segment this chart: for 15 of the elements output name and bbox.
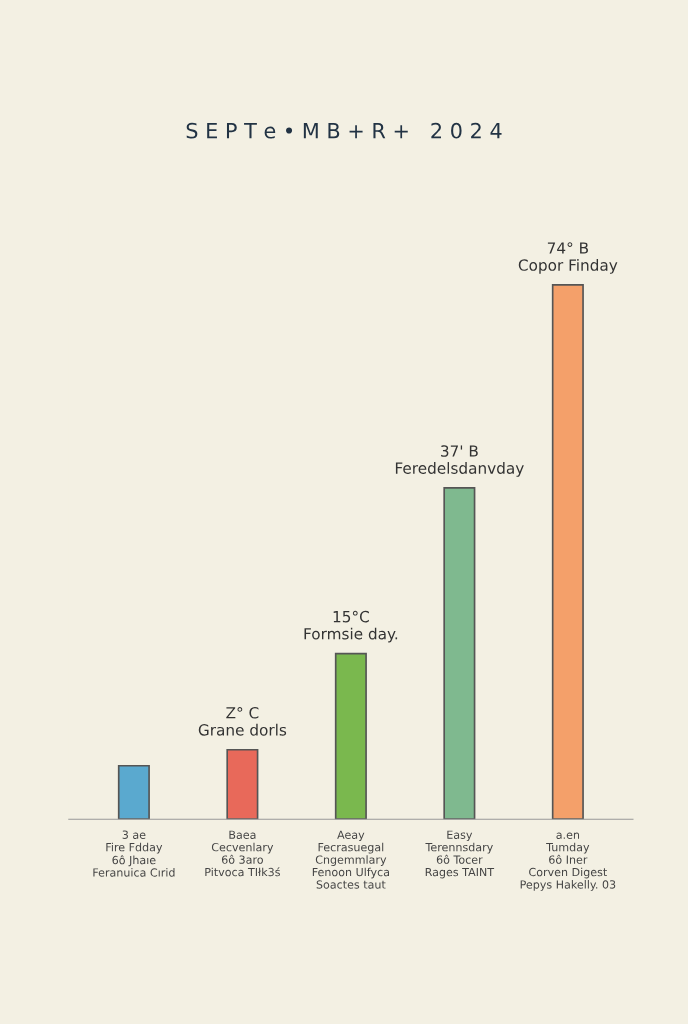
chart-title: S E P T e • M B + R + 2 0 2 4 bbox=[186, 122, 502, 139]
x-tick-label: Baea Cecvenlary 6ô 3aro Pitvoca TIłk3ś bbox=[205, 830, 280, 877]
annotation: 74° B Copor Finday bbox=[518, 242, 618, 274]
annotation: Z° C Grane dorls bbox=[198, 707, 287, 736]
bar bbox=[226, 748, 259, 820]
x-tick-label: Aeay Fecrasuegal Cngemmlary Fenoon Ulfyca Soactes taut bbox=[312, 830, 389, 889]
bar bbox=[551, 284, 584, 820]
bar bbox=[117, 764, 150, 820]
x-tick-label: Easy Terennsdary 6ô Tocer Rages TAINT bbox=[425, 830, 495, 879]
annotation: 37' B Feredelsdanvday bbox=[395, 445, 524, 477]
x-tick-label: 3 ae Fire Fdday 6ô Jhaıe Feranuica Cırid bbox=[93, 830, 175, 877]
bar bbox=[443, 487, 476, 820]
annotation: 15°C Formsie day. bbox=[304, 610, 398, 643]
bar bbox=[334, 652, 367, 820]
x-tick-label: a.en Tumday 6ô Iner Corven Digest Pepys Hakelly. 03 bbox=[520, 832, 616, 891]
